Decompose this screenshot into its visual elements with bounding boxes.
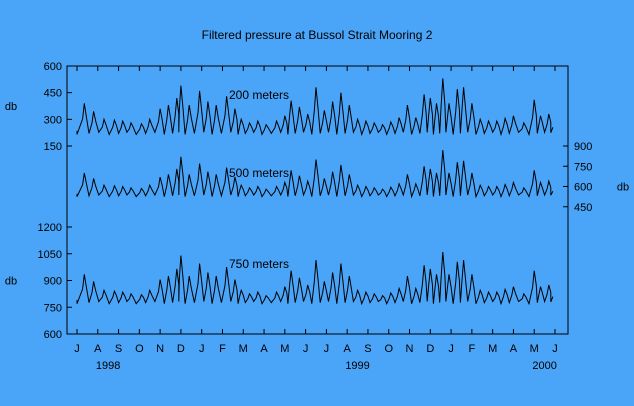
x-month-label: A [94,343,102,355]
x-month-label: J [74,343,80,355]
series-line-bottom [76,251,554,306]
chart-title: Filtered pressure at Bussol Strait Moori… [202,28,433,42]
x-month-label: M [239,343,248,355]
y-tick-label-bottom: 750 [44,302,62,314]
series-line-top [76,78,554,137]
y-unit-label-bottom: db [5,276,17,288]
series-label-top: 200 meters [229,88,289,102]
y-tick-label-top: 150 [44,141,62,153]
y-unit-label-middle: db [617,182,629,194]
x-month-label: O [384,343,393,355]
y-tick-label-bottom: 1200 [38,222,62,234]
y-tick-label-top: 300 [44,114,62,126]
series-label-bottom: 750 meters [229,257,289,271]
x-year-label: 2000 [532,360,556,372]
x-year-label: 1999 [345,360,369,372]
x-month-label: S [364,343,371,355]
x-month-label: A [510,343,518,355]
y-unit-label-top: db [5,101,17,113]
x-month-label: A [344,343,352,355]
x-month-label: M [530,343,539,355]
y-tick-label-bottom: 900 [44,276,62,288]
x-month-label: M [280,343,289,355]
x-month-label: F [469,343,476,355]
y-tick-label-middle: 600 [574,182,592,194]
x-month-label: D [177,343,185,355]
x-month-label: N [406,343,414,355]
series-lines [76,78,554,306]
x-month-label: J [303,343,309,355]
y-tick-label-top: 600 [44,61,62,73]
x-month-label: O [135,343,144,355]
series-line-middle [76,150,554,199]
x-year-label: 1998 [96,360,120,372]
y-tick-label-bottom: 600 [44,329,62,341]
axis-ticks [67,65,568,335]
x-month-label: A [260,343,268,355]
x-month-label: N [156,343,164,355]
y-tick-label-middle: 750 [574,161,592,173]
axis-labels: 600 450 300 150 db 900 750 600 450 db 1200 1050 900 7… [5,61,629,372]
x-month-label: D [426,343,434,355]
y-tick-label-middle: 450 [574,202,592,214]
x-month-label: F [219,343,226,355]
y-tick-label-top: 450 [44,88,62,100]
x-month-label: J [552,343,558,355]
y-tick-label-bottom: 1050 [38,249,62,261]
x-month-label: S [115,343,122,355]
y-tick-label-middle: 900 [574,141,592,153]
plot-frame [66,65,569,335]
series-label-middle: 500 meters [229,166,289,180]
x-month-label: J [199,343,205,355]
x-month-label: J [324,343,330,355]
x-month-label: M [488,343,497,355]
x-month-label: J [448,343,454,355]
